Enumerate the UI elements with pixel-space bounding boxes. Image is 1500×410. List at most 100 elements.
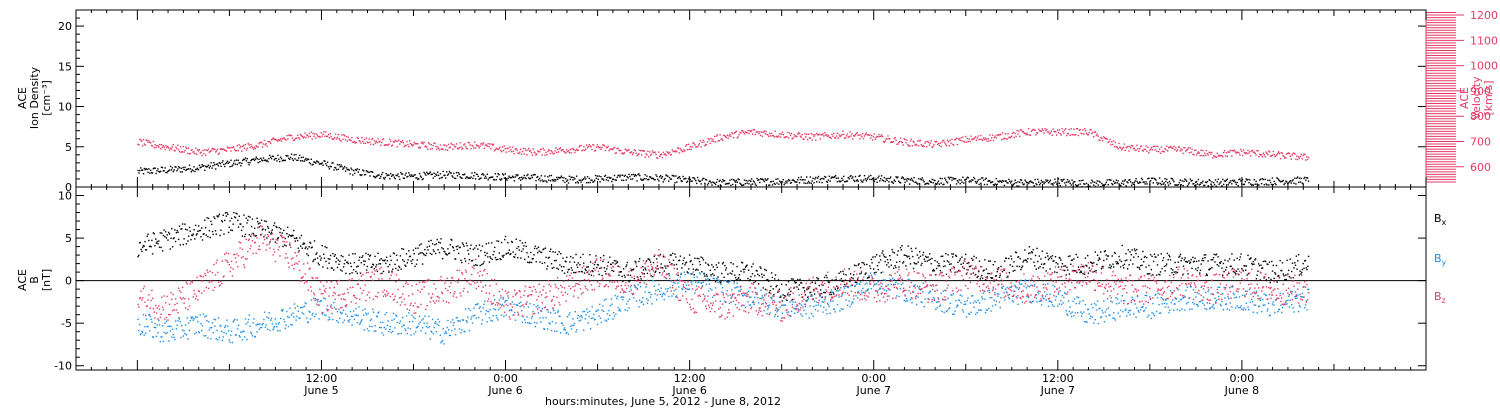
- data-point: [485, 309, 487, 312]
- data-point: [390, 145, 393, 147]
- data-point: [632, 173, 635, 176]
- data-point: [349, 139, 351, 141]
- data-point: [365, 269, 368, 271]
- data-point: [896, 261, 898, 263]
- data-point: [167, 239, 169, 241]
- data-point: [531, 154, 534, 156]
- data-point: [548, 149, 550, 151]
- data-point: [801, 296, 803, 298]
- data-point: [686, 148, 689, 151]
- data-point: [551, 151, 553, 153]
- data-point: [510, 253, 512, 255]
- data-point: [170, 169, 173, 171]
- data-point: [529, 149, 532, 152]
- data-point: [529, 177, 532, 180]
- data-point: [677, 147, 680, 150]
- data-point: [738, 274, 741, 276]
- data-point: [649, 261, 652, 263]
- data-point: [269, 329, 271, 332]
- data-point: [435, 173, 437, 175]
- data-point: [151, 172, 154, 174]
- data-point: [1103, 250, 1106, 253]
- data-point: [988, 260, 990, 262]
- data-point: [815, 139, 817, 141]
- data-point: [559, 264, 561, 266]
- data-point: [668, 176, 671, 179]
- data-point: [762, 131, 765, 133]
- data-point: [723, 276, 725, 278]
- data-point: [827, 281, 830, 283]
- data-point: [183, 238, 185, 240]
- data-point: [140, 139, 142, 141]
- data-point: [1159, 271, 1162, 273]
- data-point: [892, 182, 895, 184]
- data-point: [643, 273, 645, 275]
- data-point: [1217, 256, 1219, 258]
- data-point: [250, 235, 252, 237]
- data-point: [232, 321, 234, 323]
- data-point: [257, 223, 260, 225]
- data-point: [482, 144, 484, 146]
- data-point: [756, 270, 758, 272]
- data-point: [324, 160, 326, 162]
- data-point: [323, 314, 326, 316]
- data-point: [659, 176, 661, 178]
- data-point: [324, 135, 326, 137]
- data-point: [607, 318, 609, 320]
- data-point: [613, 146, 616, 149]
- data-point: [253, 318, 255, 320]
- data-point: [322, 266, 324, 268]
- data-point: [271, 229, 273, 231]
- data-point: [847, 176, 849, 179]
- data-point: [583, 146, 585, 148]
- data-point: [622, 268, 625, 270]
- data-point: [1119, 146, 1121, 148]
- data-point: [604, 174, 607, 177]
- data-point: [877, 268, 879, 271]
- data-point: [937, 142, 940, 145]
- data-point: [335, 167, 337, 169]
- data-point: [593, 263, 596, 266]
- data-point: [996, 183, 998, 185]
- data-point: [246, 222, 248, 224]
- data-point: [760, 131, 763, 133]
- data-point: [518, 302, 520, 304]
- data-point: [277, 140, 279, 142]
- data-point: [753, 181, 756, 183]
- data-point: [606, 313, 609, 315]
- data-point: [991, 277, 993, 279]
- data-point: [958, 138, 960, 140]
- data-point: [694, 144, 696, 146]
- data-point: [399, 255, 402, 257]
- data-point: [935, 267, 938, 270]
- data-point: [497, 173, 499, 175]
- data-point: [411, 262, 413, 265]
- data-point: [985, 177, 987, 179]
- data-point: [625, 291, 627, 293]
- data-point: [612, 178, 615, 181]
- data-point: [231, 165, 233, 167]
- data-point: [904, 181, 906, 184]
- data-point: [715, 135, 718, 137]
- data-point: [161, 146, 164, 149]
- data-point: [1135, 178, 1137, 180]
- data-point: [566, 331, 568, 334]
- data-point: [161, 325, 164, 327]
- data-point: [1049, 268, 1051, 270]
- data-point: [757, 273, 759, 276]
- data-point: [303, 160, 305, 162]
- data-point: [438, 321, 441, 323]
- data-point: [957, 181, 960, 183]
- data-point: [1072, 134, 1074, 136]
- data-point: [1180, 260, 1182, 262]
- data-point: [1065, 128, 1067, 130]
- data-point: [310, 131, 312, 133]
- data-point: [224, 212, 227, 214]
- data-point: [971, 259, 974, 261]
- data-point: [711, 140, 713, 142]
- data-point: [946, 139, 949, 141]
- data-point: [954, 178, 956, 180]
- data-point: [682, 286, 685, 288]
- data-point: [168, 231, 170, 234]
- data-point: [705, 273, 708, 276]
